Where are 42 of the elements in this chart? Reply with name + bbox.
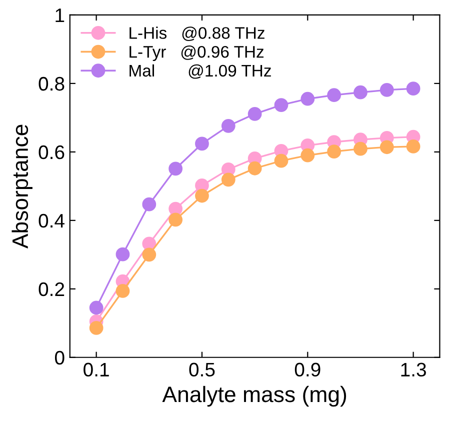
- point: [116, 247, 130, 262]
- point: [380, 83, 394, 97]
- x-tick-label: 1.3: [401, 362, 426, 377]
- y-tick-label: 0.2: [38, 282, 64, 296]
- y-tick-label: 0.8: [38, 76, 64, 91]
- point: [300, 148, 315, 162]
- point: [406, 140, 420, 154]
- point: [248, 106, 262, 121]
- point: [195, 136, 209, 151]
- x-axis-title: Analyte mass (mg): [162, 386, 346, 407]
- x-tick-label: 0.9: [294, 362, 320, 377]
- y-tick-label: 0: [54, 350, 64, 365]
- point: [195, 188, 209, 203]
- point: [380, 140, 394, 154]
- point: [168, 212, 183, 227]
- legend-label: Mal @1.09 THz: [130, 64, 271, 79]
- point: [168, 162, 183, 176]
- y-tick-label: 0.6: [38, 145, 64, 160]
- point: [116, 284, 130, 298]
- point: [142, 197, 156, 212]
- point: [221, 172, 236, 187]
- point: [354, 85, 368, 100]
- point: [89, 300, 104, 315]
- legend-label: L-His @0.88 THz: [130, 26, 264, 42]
- point: [274, 154, 288, 168]
- point: [406, 82, 420, 96]
- x-tick-label: 0.1: [84, 362, 109, 377]
- y-tick-label: 0.4: [38, 214, 64, 228]
- point: [327, 88, 342, 102]
- point: [89, 320, 104, 335]
- point: [221, 118, 236, 133]
- legend-label: L-Tyr @0.96 THz: [130, 46, 264, 62]
- y-tick-label: 1: [56, 8, 64, 22]
- x-tick-label: 0.5: [189, 362, 215, 377]
- point: [354, 142, 368, 156]
- point: [248, 161, 262, 176]
- point: [300, 92, 315, 106]
- point: [274, 98, 288, 112]
- point: [168, 202, 183, 216]
- y-axis-title: Absorptance: [12, 124, 32, 249]
- point: [142, 248, 156, 262]
- point: [327, 144, 342, 159]
